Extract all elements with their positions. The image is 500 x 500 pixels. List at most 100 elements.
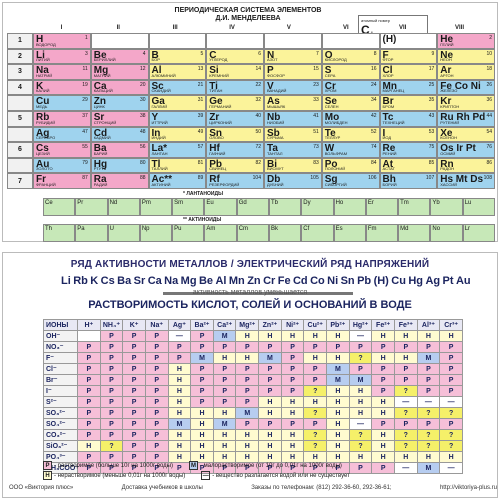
legend-decomposes: — - вещество разлагается водой или не сущ…	[201, 471, 350, 481]
element-name: МОЛИБДЕН	[324, 119, 348, 125]
element-symbol: Xe	[440, 127, 453, 139]
solubility-cell: ?	[348, 352, 373, 364]
period-number	[7, 126, 33, 143]
solubility-cell: P	[235, 462, 260, 474]
element-symbol: Tl	[151, 158, 161, 170]
element-cell: Be 4 БЕРИЛЛИЙ	[90, 48, 149, 65]
solubility-cell: H	[326, 385, 350, 397]
activity-metal: Cs	[100, 275, 115, 287]
element-number: 82	[255, 159, 261, 166]
element-name: КРИПТОН	[440, 104, 460, 109]
solubility-cell: P	[235, 396, 260, 408]
activity-metal: Li	[61, 275, 71, 287]
cation-header: NH₄⁺	[99, 319, 124, 331]
lanthanide-cell: Ho	[333, 198, 366, 216]
element-symbol: P	[267, 65, 274, 77]
legend-decomposes-key: —	[201, 471, 211, 480]
element-name: ЙОД	[382, 135, 392, 141]
element-symbol: Ag	[36, 127, 50, 139]
element-number: 89	[197, 175, 204, 182]
element-name: ФРАНЦИЙ	[36, 182, 56, 187]
element-cell: Ga 31 ГАЛЛИЙ	[148, 95, 207, 111]
solubility-cell: P	[416, 374, 441, 386]
solubility-cell: P	[371, 341, 395, 353]
actinide-cell: Pu	[172, 224, 205, 242]
period-number: 5	[7, 111, 33, 127]
element-cell: I 53 ЙОД	[379, 126, 438, 143]
element-cell: Mn 25 МАРГАНЕЦ	[379, 79, 438, 96]
element-symbol: Hf	[209, 143, 220, 155]
solubility-row: I⁻ P P P P H P P P P P? H H P? P P	[43, 385, 463, 397]
element-cell: (H)	[379, 33, 438, 49]
solubility-cell: P	[167, 341, 192, 353]
solubility-cell: P	[144, 407, 169, 419]
element-cell: K 19 КАЛИЙ	[33, 79, 91, 96]
element-cell	[321, 33, 380, 49]
actinides-row: Th Pa U Np Pu Am Cm Bk Cf Es Fm Md No Lr	[43, 224, 495, 242]
element-symbol: Cr	[324, 80, 336, 92]
element-number: 44	[486, 113, 492, 119]
element-cell: Cd 48 КАДМИЙ	[90, 126, 149, 143]
cation-header: Zn²⁺	[258, 319, 282, 331]
lanthanides-title: * ЛАНТАНОИДЫ	[183, 191, 223, 197]
element-cell: Cu 29 МЕДЬ	[33, 95, 91, 111]
solubility-cell: P	[348, 341, 373, 353]
legend-decomposes-text: - вещество разлагается водой или не суще…	[212, 473, 350, 479]
solubility-cell: H	[280, 429, 305, 441]
activity-metal: Mn	[228, 275, 245, 287]
element-symbol: Mn	[382, 80, 397, 92]
element-number: 76	[486, 144, 492, 151]
activity-metal: Cr	[263, 275, 276, 287]
anion-label: I⁻	[43, 385, 78, 397]
solubility-header-row: ИОНЫ H⁺ NH₄⁺ K⁺ Na⁺ Ag⁺ Ba²⁺ Ca²⁺ Mg²⁺ Zn²⁺ Ni²⁺ Cu…	[43, 319, 463, 331]
element-number: 49	[197, 128, 204, 135]
element-name: СВИНЕЦ	[209, 166, 227, 172]
element-symbol: Sn	[209, 127, 223, 139]
element-number: 4	[142, 50, 146, 57]
cation-header: Fe²⁺	[371, 319, 395, 331]
solubility-cell: H	[235, 330, 260, 342]
solubility-cell: P	[144, 330, 169, 342]
element-symbol: N	[267, 49, 275, 61]
element-name: КРЕМНИЙ	[209, 72, 229, 78]
element-symbol: Si	[209, 65, 219, 77]
element-name: ИНДИЙ	[151, 135, 166, 141]
solubility-cell: P	[280, 352, 305, 364]
solubility-cell: H	[439, 330, 463, 342]
actinide-cell: U	[107, 224, 140, 242]
element-number: 85	[428, 159, 435, 166]
solubility-cell: M	[167, 418, 192, 430]
element-symbol: Re	[382, 143, 396, 155]
solubility-cell: H	[280, 407, 305, 419]
solubility-cell: H	[393, 352, 418, 364]
actinide-cell: Np	[139, 224, 173, 242]
element-name: ГАФНИЙ	[209, 150, 226, 156]
activity-metal: Ni	[327, 275, 339, 287]
element-number: 108	[483, 175, 492, 182]
solubility-cell: P	[144, 429, 169, 441]
solubility-cell: P	[77, 396, 101, 408]
element-cell: Y 39 ИТТРИЙ	[148, 111, 207, 127]
element-name: НАТРИЙ	[36, 72, 53, 78]
element-number: 1	[84, 35, 88, 41]
element-number: 21	[197, 81, 204, 88]
element-number: 83	[313, 159, 319, 166]
period-number: 2	[7, 48, 33, 65]
element-symbol: Sc	[151, 80, 164, 92]
solubility-body: OH⁻ P P P — P M H H H H H — H H H H NO₃⁻ P P P P P P P P P P P P P P P P P…	[43, 330, 463, 474]
element-name: РТУТЬ	[93, 166, 107, 172]
element-symbol: La*	[151, 143, 168, 155]
element-name: ВАНАДИЙ	[267, 88, 287, 94]
element-number: 86	[486, 159, 492, 166]
element-number: 11	[82, 66, 88, 73]
footer-site[interactable]: http://viktoriya-plus.ru	[439, 485, 497, 491]
element-cell: Sn 50 ОЛОВО	[206, 126, 264, 143]
cation-header: Mg²⁺	[235, 319, 260, 331]
solubility-row: S²⁻ P P P P H P P P H H H H H H — — —	[43, 396, 463, 408]
solubility-cell: H	[258, 330, 282, 342]
period-number: 6	[7, 142, 33, 158]
element-number: 41	[313, 113, 319, 119]
solubility-cell: P	[122, 429, 146, 441]
element-number: 39	[197, 113, 204, 119]
solubility-cell: P	[280, 418, 305, 430]
